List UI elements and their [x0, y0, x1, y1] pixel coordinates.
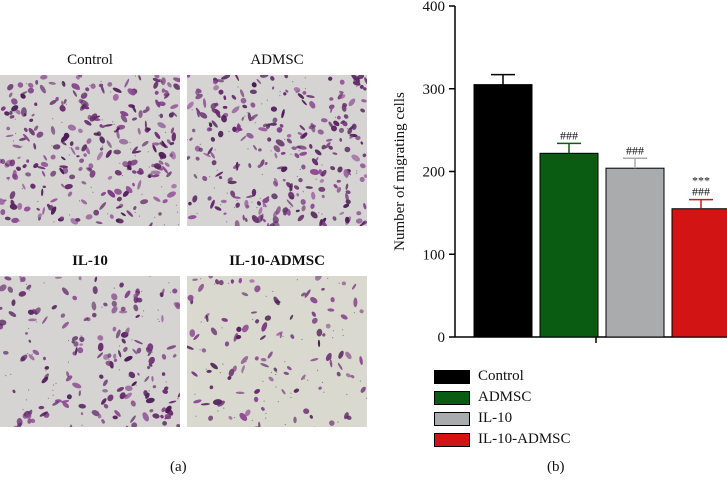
legend-label-il10: IL-10: [478, 410, 513, 426]
y-tick-label-100: 100: [423, 247, 446, 263]
legend-item-il10-admsc: IL-10-ADMSC: [434, 431, 654, 449]
legend-label-admsc: ADMSC: [478, 389, 532, 405]
bar-control: [473, 84, 533, 338]
panel-b-label: (b): [547, 459, 565, 475]
image-title-il10-admsc: IL-10-ADMSC: [229, 253, 325, 269]
annotation-il-10-admsc-0: ###: [692, 185, 710, 199]
y-tick-label-300: 300: [423, 82, 446, 98]
image-title-il10: IL-10: [72, 253, 108, 269]
bar-il-10-admsc: [671, 208, 727, 338]
legend-label-il10-admsc: IL-10-ADMSC: [478, 431, 571, 447]
legend-swatch-control: [434, 370, 470, 384]
bar-admsc: [539, 152, 599, 338]
panel-a-label: (a): [170, 459, 187, 475]
y-tick-label-400: 400: [423, 0, 446, 15]
legend-label-control: Control: [478, 368, 524, 384]
micrograph-control: [0, 75, 180, 226]
annotation-admsc-0: ###: [560, 128, 578, 142]
bar-chart: 0 100 200 300 400 Number of migrating cells ##…: [392, 0, 727, 346]
y-tick-label-200: 200: [423, 165, 446, 181]
annotation-il-10-admsc-1: ***: [692, 174, 710, 188]
y-axis-label: Number of migrating cells: [392, 92, 408, 251]
legend-swatch-il10-admsc: [434, 433, 470, 447]
legend-item-il10: IL-10: [434, 410, 654, 428]
bar-il-10: [605, 167, 665, 338]
legend-item-admsc: ADMSC: [434, 389, 654, 407]
micrograph-il10-admsc: [187, 276, 367, 427]
legend-swatch-il10: [434, 412, 470, 426]
y-tick-label-0: 0: [438, 330, 446, 346]
annotation-il-10-0: ###: [626, 143, 644, 157]
micrograph-admsc: [187, 75, 367, 226]
legend-item-control: Control: [434, 368, 654, 386]
image-title-admsc: ADMSC: [250, 52, 304, 68]
image-title-control: Control: [67, 52, 113, 68]
legend-swatch-admsc: [434, 391, 470, 405]
micrograph-il10: [0, 276, 180, 427]
